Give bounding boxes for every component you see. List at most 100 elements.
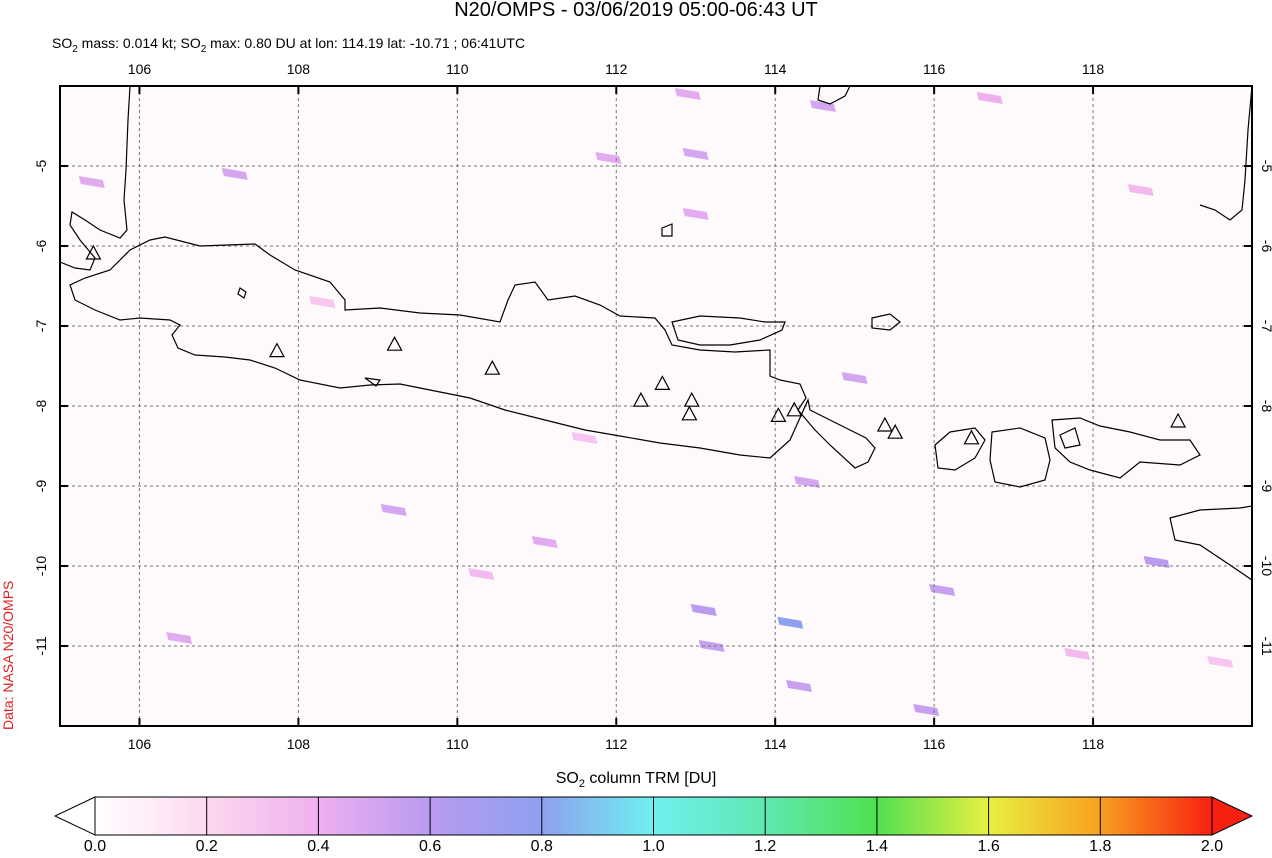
colorbar-tick-label: 0.8 [531, 838, 553, 853]
lat-label-left: -8 [33, 400, 49, 413]
so2-pixel [793, 476, 820, 488]
coastlines [60, 86, 1252, 581]
lon-label-bottom: 114 [764, 736, 787, 752]
colorbar-tick-label: 1.8 [1089, 838, 1111, 853]
so2-pixel [1127, 184, 1154, 196]
title: N20/OMPS - 03/06/2019 05:00-06:43 UT [454, 0, 818, 21]
so2-pixel [571, 432, 598, 444]
volcano [484, 359, 501, 375]
coast-sulawesi [1199, 86, 1252, 221]
volcano [876, 416, 893, 432]
lon-label-top: 106 [128, 61, 152, 77]
so2-pixel [682, 208, 709, 220]
colorbar-tick-label: 0.6 [419, 838, 441, 853]
colorbar-label-sub: 2 [579, 778, 585, 790]
coast-sumatra [60, 86, 131, 271]
so2-pixel [468, 568, 495, 580]
colorbar-tick-label: 1.4 [866, 838, 888, 853]
lat-label-right: -10 [1259, 556, 1272, 576]
lon-label-top: 108 [287, 61, 311, 77]
so2-pixel [976, 92, 1003, 104]
volcano [1170, 412, 1187, 428]
so2-pixel [531, 536, 558, 548]
volcano [681, 405, 698, 421]
so2-pixel [786, 680, 813, 692]
so2-pixel [682, 148, 709, 160]
lon-label-bottom: 116 [923, 736, 946, 752]
lat-label-left: -11 [33, 636, 49, 655]
volcano [268, 342, 285, 358]
so2-pixel [595, 152, 622, 164]
lat-label-right: -5 [1259, 160, 1272, 173]
lon-label-top: 110 [446, 61, 469, 77]
subtitle-part: SO [52, 35, 72, 51]
colorbar-label-part: SO [556, 770, 579, 787]
colorbar-tick-label: 0.4 [307, 838, 329, 853]
subtitle-part: mass: 0.014 kt; SO [78, 35, 201, 51]
coast-madura [671, 315, 786, 346]
colorbar-tick-label: 1.6 [977, 838, 999, 853]
subtitle-sub: 2 [72, 44, 78, 55]
so2-pixel [929, 584, 956, 596]
colorbar-over [1211, 796, 1254, 836]
so2-pixel [221, 168, 248, 180]
lon-label-top: 112 [605, 61, 628, 77]
lon-label-bottom: 112 [605, 736, 628, 752]
so2-pixel [913, 704, 940, 716]
coast-flores [1169, 505, 1252, 581]
volcano [85, 244, 102, 260]
so2-pixel [1064, 648, 1091, 660]
lat-label-left: -5 [33, 160, 49, 173]
volcano [887, 423, 904, 439]
subtitle: SO2 mass: 0.014 kt; SO2 max: 0.80 DU at … [52, 35, 525, 55]
lon-label-bottom: 118 [1082, 736, 1105, 752]
so2-pixel [309, 296, 336, 308]
coast-lombok [989, 427, 1051, 488]
lat-label-right: -11 [1259, 636, 1272, 655]
so2-pixel [380, 504, 407, 516]
colorbar-label-part: column TRM [DU] [585, 770, 716, 787]
coast-sumbawa [1051, 417, 1201, 479]
colorbar-label: SO2 column TRM [DU] [556, 770, 717, 790]
so2-pixel [1207, 656, 1234, 668]
lat-label-right: -6 [1259, 240, 1272, 253]
colorbar-tick-label: 1.0 [642, 838, 664, 853]
volcano [386, 335, 403, 351]
lon-label-bottom: 108 [287, 736, 311, 752]
coast-borneo [817, 86, 851, 105]
colorbar-tick-label: 2.0 [1201, 838, 1223, 853]
lat-label-left: -9 [33, 480, 49, 493]
lat-label-left: -6 [33, 240, 49, 253]
so2-layer [78, 88, 1234, 716]
colorbar-tick-label: 0.0 [84, 838, 106, 853]
lon-label-bottom: 106 [128, 736, 152, 752]
side-label: Data: NASA N20/OMPS [0, 581, 16, 730]
lat-label-right: -9 [1259, 480, 1272, 493]
lon-label-top: 114 [764, 61, 787, 77]
lon-label-bottom: 110 [446, 736, 469, 752]
so2-pixel [698, 640, 725, 652]
so2-pixel [1143, 556, 1170, 568]
so2-pixel [166, 632, 193, 644]
grid [60, 86, 1252, 726]
lat-label-left: -7 [33, 320, 49, 333]
colorbar-under [53, 796, 96, 836]
volcano [786, 401, 803, 417]
so2-pixel [809, 100, 836, 112]
coast-bali [934, 427, 986, 471]
colorbar-tick-label: 0.2 [196, 838, 218, 853]
volcano [963, 429, 980, 445]
lon-label-top: 116 [923, 61, 946, 77]
volcano [632, 391, 649, 407]
so2-pixel [841, 372, 868, 384]
subtitle-part: max: 0.80 DU at lon: 114.19 lat: -10.71 … [206, 35, 525, 51]
lat-label-right: -8 [1259, 400, 1272, 413]
volcanoes [85, 244, 1187, 445]
lon-label-top: 118 [1082, 61, 1105, 77]
so2-pixel [777, 616, 804, 629]
colorbar-ticks: 0.0 0.2 0.4 0.6 0.8 1.0 1.2 1.4 1.6 1.8 2.0 [84, 797, 1223, 855]
so2-pixel [78, 176, 105, 188]
volcano [683, 391, 700, 407]
so2-pixel [690, 604, 717, 616]
